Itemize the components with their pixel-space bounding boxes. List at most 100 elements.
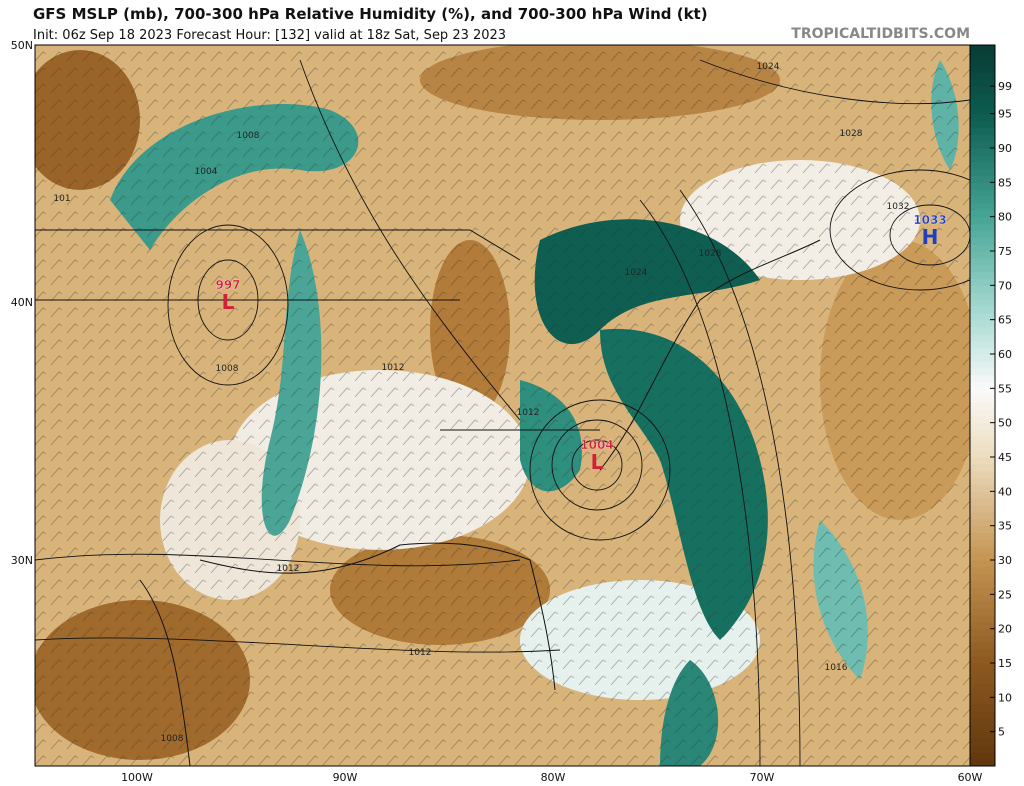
subtitle: Init: 06z Sep 18 2023 Forecast Hour: [13… (33, 28, 506, 43)
isobar-label: 1028 (840, 129, 863, 139)
colorbar-step (970, 285, 995, 293)
colorbar: 5 10 15 20 25 30 35 40 45 50 55 60 65 70 75 80 85 90 95 99 (969, 44, 1012, 767)
colorbar-step (970, 216, 995, 225)
colorbar-step (970, 161, 995, 170)
colorbar-step (970, 669, 995, 678)
isobar-label: 1012 (277, 564, 300, 574)
colorbar-step (970, 752, 995, 760)
colorbar-step (970, 614, 995, 623)
isobar-label: 1012 (382, 363, 405, 373)
colorbar-step (970, 429, 995, 437)
colorbar-step (970, 518, 995, 527)
colorbar-label: 90 (998, 142, 1012, 155)
colorbar-step (970, 477, 995, 485)
colorbar-step (970, 704, 995, 712)
colorbar-step (970, 566, 995, 575)
colorbar-step (970, 573, 995, 582)
colorbar-step (970, 374, 995, 382)
colorbar-step (970, 505, 995, 513)
isobar-label: 1024 (757, 62, 780, 72)
colorbar-step (970, 58, 995, 67)
colorbar-step (970, 759, 995, 767)
colorbar-step (970, 319, 995, 328)
lat-label: 40N (11, 296, 33, 309)
center-pressure: 997 (215, 278, 240, 292)
colorbar-label: 99 (998, 80, 1012, 93)
isobar-label: 1008 (237, 131, 260, 141)
colorbar-step (970, 120, 995, 128)
colorbar-step (970, 436, 995, 444)
colorbar-label: 40 (998, 485, 1012, 498)
lon-label: 80W (541, 771, 566, 784)
colorbar-step (970, 635, 995, 643)
colorbar-step (970, 450, 995, 458)
borders (35, 229, 821, 766)
center-letter: H (922, 225, 939, 249)
colorbar-step (970, 649, 995, 657)
colorbar-label: 25 (998, 588, 1012, 601)
colorbar-label: 85 (998, 176, 1012, 189)
colorbar-step (970, 251, 995, 259)
colorbar-step (970, 717, 995, 726)
colorbar-label: 60 (998, 348, 1012, 361)
colorbar-label: 5 (998, 726, 1005, 739)
colorbar-step (970, 175, 995, 183)
colorbar-step (970, 642, 995, 650)
colorbar-step (970, 340, 995, 348)
site-credit: TROPICALTIDBITS.COM (791, 26, 970, 42)
colorbar-step (970, 72, 995, 80)
colorbar-step (970, 484, 995, 492)
isobar-label: 1008 (216, 364, 239, 374)
lon-label: 100W (121, 771, 153, 784)
colorbar-step (970, 257, 995, 266)
lon-label: 90W (333, 771, 358, 784)
colorbar-step (970, 196, 995, 204)
colorbar-step (970, 594, 995, 602)
title: GFS MSLP (mb), 700-300 hPa Relative Humi… (33, 5, 708, 23)
colorbar-step (970, 532, 995, 540)
colorbar-step (970, 154, 995, 163)
colorbar-label: 80 (998, 211, 1012, 224)
colorbar-label: 20 (998, 623, 1012, 636)
lat-label: 30N (11, 554, 33, 567)
colorbar-step (970, 711, 995, 719)
colorbar-step (970, 539, 995, 547)
colorbar-step (970, 360, 995, 369)
colorbar-step (970, 463, 995, 472)
colorbar-step (970, 354, 995, 362)
colorbar-step (970, 189, 995, 197)
colorbar-step (970, 498, 995, 506)
isobar-label: 101 (53, 194, 70, 204)
colorbar-step (970, 237, 995, 245)
colorbar-step (970, 51, 995, 60)
colorbar-step (970, 470, 995, 479)
colorbar-step (970, 388, 995, 396)
colorbar-step (970, 182, 995, 190)
colorbar-step (970, 127, 995, 135)
colorbar-label: 45 (998, 451, 1012, 464)
colorbar-step (970, 312, 995, 321)
colorbar-step (970, 690, 995, 698)
colorbar-step (970, 663, 995, 671)
colorbar-step (970, 395, 995, 403)
colorbar-step (970, 79, 995, 87)
colorbar-step (970, 367, 995, 376)
colorbar-step (970, 697, 995, 705)
colorbar-step (970, 457, 995, 465)
isobar-label: 1024 (625, 268, 648, 278)
isobar-label: 1004 (195, 167, 218, 177)
colorbar-step (970, 93, 995, 101)
colorbar-step (970, 683, 995, 691)
colorbar-label: 10 (998, 691, 1012, 704)
colorbar-step (970, 621, 995, 630)
colorbar-step (970, 553, 995, 561)
colorbar-step (970, 141, 995, 149)
colorbar-step (970, 113, 995, 122)
colorbar-step (970, 264, 995, 273)
colorbar-step (970, 628, 995, 637)
colorbar-label: 70 (998, 279, 1012, 292)
colorbar-step (970, 656, 995, 664)
lon-label: 70W (750, 771, 775, 784)
